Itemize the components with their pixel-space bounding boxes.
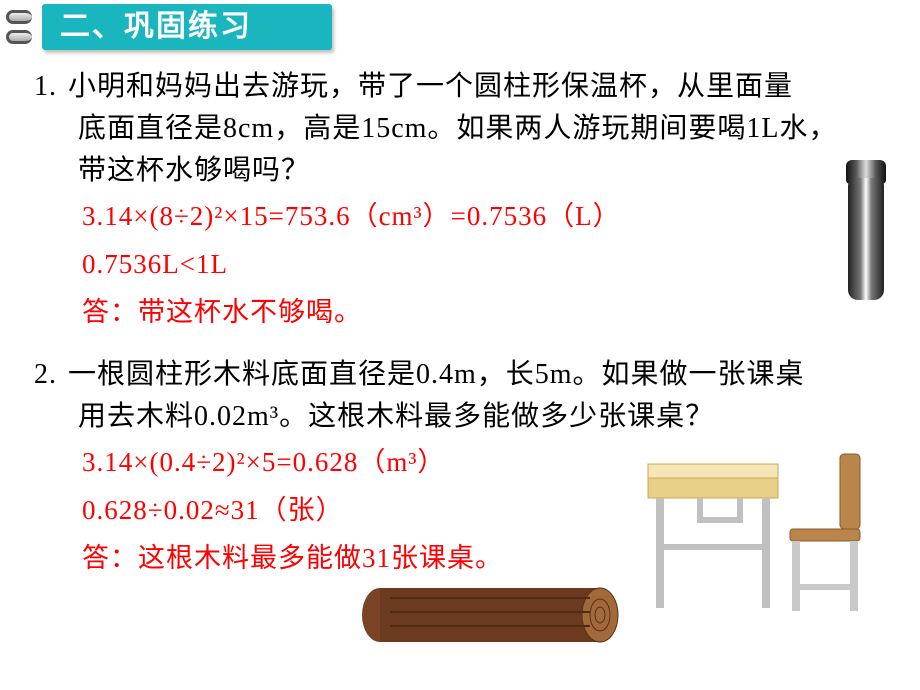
question-1: 1.小明和妈妈出去游玩，带了一个圆柱形保温杯，从里面量 底面直径是8cm，高是1…	[34, 66, 884, 336]
binder-ring-icon	[6, 30, 32, 44]
section-header: 二、巩固练习	[42, 4, 332, 50]
answer-line: 3.14×(8÷2)²×15=753.6（cm³）=0.7536（L）	[34, 192, 884, 240]
question-text: 用去木料0.02m³。这根木料最多能做多少张课桌？	[34, 396, 884, 438]
question-text: 底面直径是8cm，高是15cm。如果两人游玩期间要喝1L水，	[34, 108, 884, 150]
question-number: 1.	[34, 66, 68, 108]
desk-chair-icon	[640, 434, 880, 624]
question-text: 小明和妈妈出去游玩，带了一个圆柱形保温杯，从里面量	[68, 71, 793, 102]
log-icon	[360, 586, 620, 644]
answer-line: 答：带这杯水不够喝。	[34, 288, 884, 336]
thermos-icon	[840, 160, 892, 308]
answer-line: 0.7536L<1L	[34, 240, 884, 288]
question-number: 2.	[34, 354, 68, 396]
binder-ring-icon	[6, 10, 32, 24]
question-text: 带这杯水够喝吗？	[34, 150, 884, 192]
question-text: 一根圆柱形木料底面直径是0.4m，长5m。如果做一张课桌	[68, 359, 805, 390]
section-title: 二、巩固练习	[60, 10, 252, 43]
